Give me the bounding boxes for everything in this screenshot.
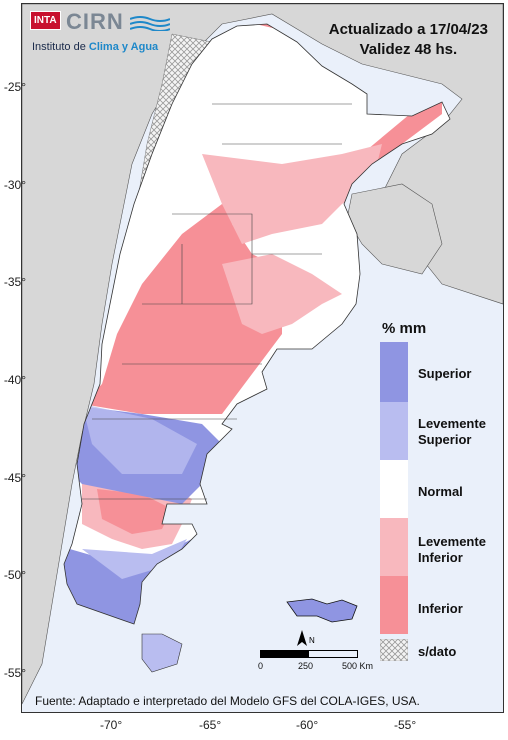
legend-swatch-nodata xyxy=(380,639,408,661)
legend-swatch-lev-superior xyxy=(380,402,408,460)
map-header: Actualizado a 17/04/23 Validez 48 hs. xyxy=(329,20,488,60)
tierra-del-fuego xyxy=(141,633,183,673)
argentina-outline xyxy=(63,23,451,625)
scale-label-500: 500 Km xyxy=(342,661,374,671)
legend-title: % mm xyxy=(382,320,427,337)
legend-swatch-normal xyxy=(380,460,408,518)
y-tick-label: -45° xyxy=(3,471,26,485)
cirn-wordmark: CIRN xyxy=(66,9,124,34)
malvinas-islands xyxy=(286,598,358,623)
institute-name: Instituto de Clima y Agua xyxy=(32,41,159,53)
x-tick-label: -60° xyxy=(296,718,319,732)
scale-label-250: 250 xyxy=(298,661,314,671)
legend-swatch-lev-inferior xyxy=(380,518,408,576)
legend-label-lev-inferior: Levemente Inferior xyxy=(418,534,486,565)
x-tick-label: -65° xyxy=(199,718,222,732)
scale-bar xyxy=(260,650,358,658)
region-inferior-north xyxy=(82,24,442,414)
north-arrow-icon xyxy=(297,630,307,646)
north-label: N xyxy=(309,636,315,645)
legend-swatch-superior xyxy=(380,342,408,402)
legend-label-superior: Superior xyxy=(418,366,472,381)
validity: Validez 48 hs. xyxy=(359,41,458,58)
region-lev-inferior-center xyxy=(202,144,382,244)
y-tick-label: -35° xyxy=(3,275,26,289)
y-tick-label: -25° xyxy=(3,80,26,94)
legend-swatch-inferior xyxy=(380,576,408,634)
region-inferior-south-core xyxy=(97,489,172,534)
scale-label-0: 0 xyxy=(258,661,264,671)
y-tick-label: -30° xyxy=(3,178,26,192)
region-lev-superior-south xyxy=(82,539,187,579)
legend-label-normal: Normal xyxy=(418,484,463,499)
legend-label-lev-superior: Levemente Superior xyxy=(418,416,486,447)
region-lev-superior-patagonia xyxy=(82,404,197,474)
y-tick-label: -40° xyxy=(3,373,26,387)
source-footer: Fuente: Adaptado e interpretado del Mode… xyxy=(35,694,420,708)
province-borders xyxy=(82,103,352,500)
x-tick-label: -55° xyxy=(394,718,417,732)
cirn-logo: INTA CIRN Instituto de Clima y Agua xyxy=(30,9,180,57)
waves-icon xyxy=(130,16,170,31)
y-tick-label: -50° xyxy=(3,568,26,582)
update-date: Actualizado a 17/04/23 xyxy=(328,21,488,38)
x-tick-label: -70° xyxy=(100,718,123,732)
inta-badge: INTA xyxy=(30,11,61,30)
legend-label-nodata: s/dato xyxy=(418,644,457,659)
y-tick-label: -55° xyxy=(3,666,26,680)
legend-label-inferior: Inferior xyxy=(418,601,463,616)
